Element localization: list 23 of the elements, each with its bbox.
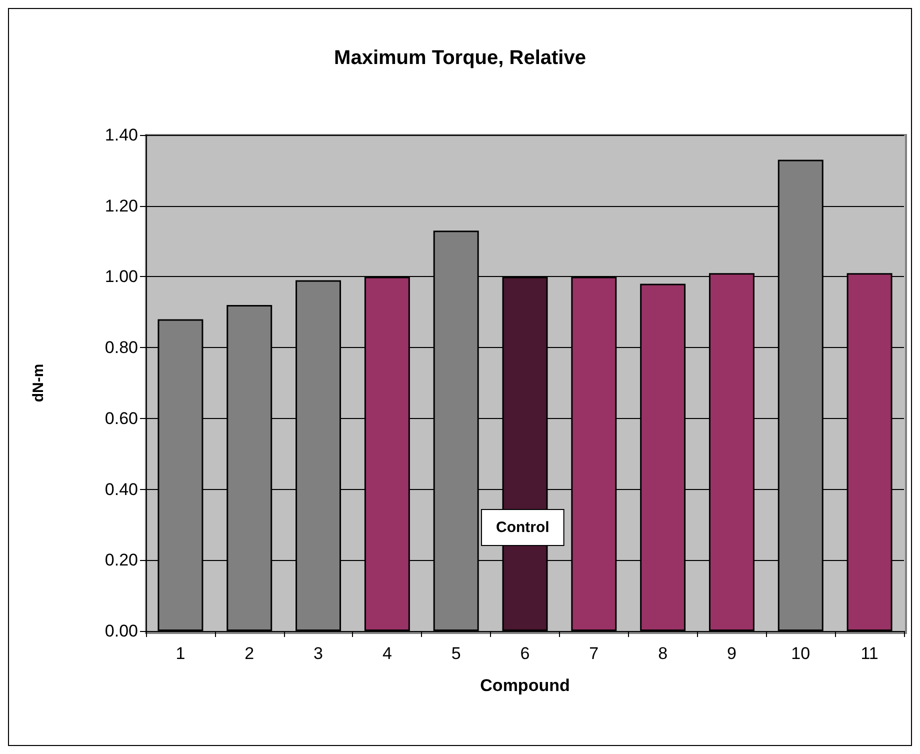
x-tick-label: 10 — [791, 644, 810, 663]
y-tick-label: 1.00 — [104, 267, 138, 286]
x-tick-label: 4 — [382, 644, 392, 663]
x-tick-label: 8 — [658, 644, 668, 663]
x-axis-title: Compound — [480, 676, 570, 695]
x-tick-label: 5 — [451, 644, 461, 663]
y-tick-label: 0.80 — [104, 338, 138, 358]
y-tick-label: 1.20 — [104, 196, 138, 216]
x-tick-label: 3 — [314, 644, 324, 663]
y-tick-label: 0.20 — [104, 550, 138, 570]
x-tick-label: 1 — [176, 644, 186, 663]
annotation: Control — [496, 519, 550, 536]
y-tick-label: 0.60 — [104, 408, 138, 428]
x-tick-label: 2 — [244, 644, 254, 663]
y-axis-title: dN-m — [30, 364, 47, 402]
y-tick-label: 0.40 — [104, 480, 138, 499]
x-tick-label: 11 — [860, 644, 878, 663]
chart-title: Maximum Torque, Relative — [334, 47, 586, 69]
y-tick-label: 1.40 — [104, 126, 138, 144]
y-tick-label: 0.00 — [104, 622, 138, 640]
x-tick-label: 6 — [520, 644, 530, 663]
x-tick-label: 9 — [726, 644, 736, 663]
x-tick-label: 7 — [589, 644, 599, 663]
